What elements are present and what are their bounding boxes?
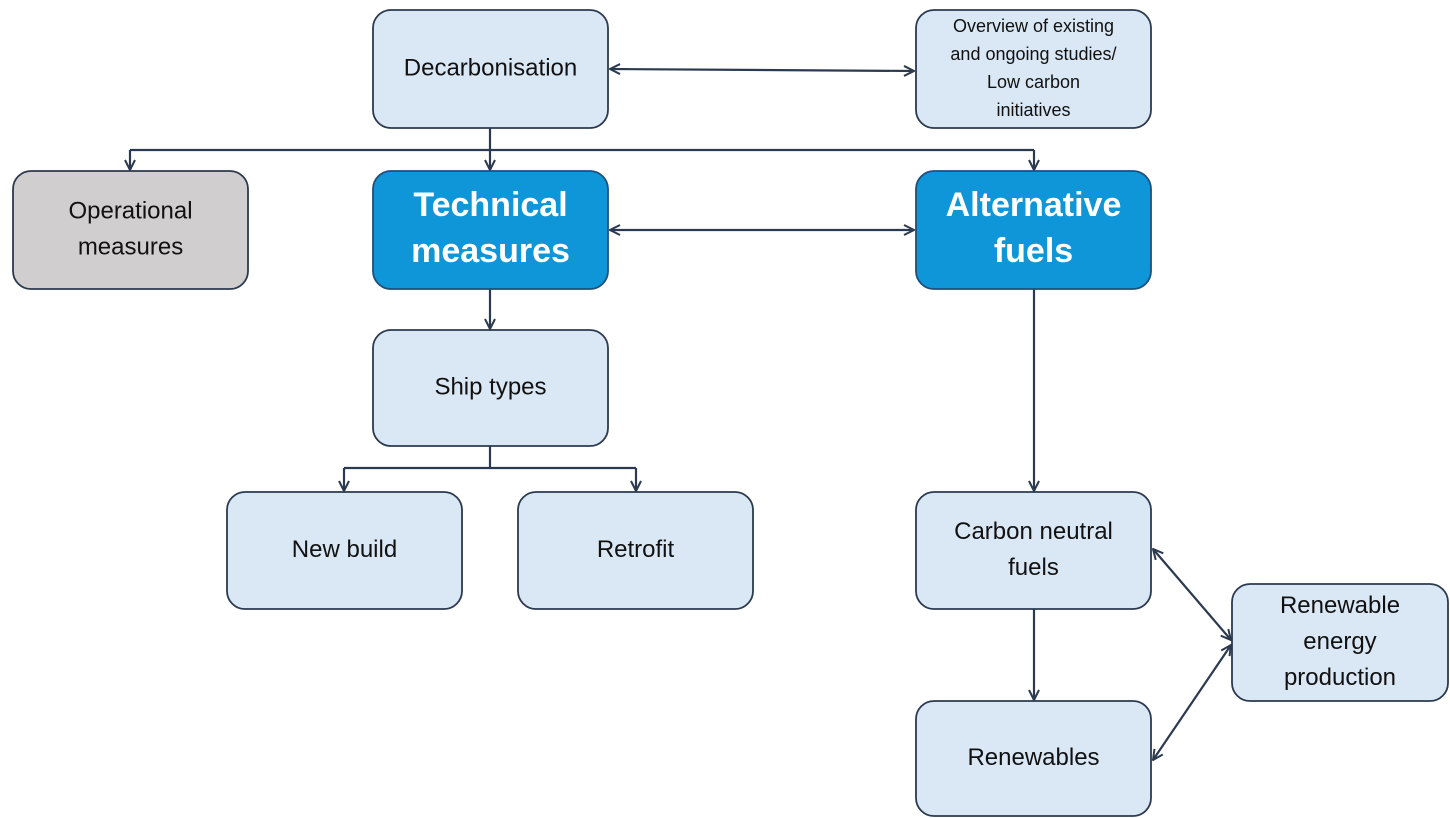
node-label: measures xyxy=(411,232,570,270)
node-box xyxy=(517,491,754,610)
node-label: Decarbonisation xyxy=(404,54,577,81)
node: New build xyxy=(226,491,463,610)
node: Renewable energy production xyxy=(1231,583,1449,702)
node-label: measures xyxy=(78,233,183,260)
nodes: Decarbonisation Overview of existing and o… xyxy=(12,9,1449,817)
node-label: Renewable xyxy=(1280,592,1400,619)
arrow xyxy=(610,69,914,71)
node-label: and ongoing studies/ xyxy=(950,44,1116,64)
node-label: initiatives xyxy=(996,100,1070,120)
node-label: fuels xyxy=(1008,554,1059,581)
node: Renewables xyxy=(915,700,1152,817)
node-box xyxy=(915,700,1152,817)
node-label: fuels xyxy=(994,232,1073,270)
node-box xyxy=(915,491,1152,610)
node-box xyxy=(226,491,463,610)
node: Alternative fuels xyxy=(915,170,1152,290)
node-box xyxy=(915,170,1152,290)
node: Technical measures xyxy=(372,170,609,290)
node-box xyxy=(1231,583,1449,702)
node-label: Renewables xyxy=(967,744,1099,771)
node: Operational measures xyxy=(12,170,249,290)
node-label: Operational xyxy=(68,197,192,224)
node-label: Overview of existing xyxy=(953,16,1114,36)
node-label: New build xyxy=(292,536,397,563)
node: Retrofit xyxy=(517,491,754,610)
node: Carbon neutral fuels xyxy=(915,491,1152,610)
node-box xyxy=(372,170,609,290)
node-label: Ship types xyxy=(434,373,546,400)
node-label: energy xyxy=(1303,628,1376,655)
connectors xyxy=(130,69,1231,760)
node-label: Alternative xyxy=(946,186,1122,224)
node-label: Technical xyxy=(413,186,567,224)
node: Ship types xyxy=(372,329,609,447)
node-box xyxy=(372,329,609,447)
arrow xyxy=(1153,645,1231,760)
arrow xyxy=(1153,549,1231,640)
node-label: Retrofit xyxy=(597,536,675,563)
node-box xyxy=(915,9,1152,129)
node: Decarbonisation xyxy=(372,9,609,129)
node-label: Carbon neutral xyxy=(954,518,1113,545)
node-box xyxy=(372,9,609,129)
node-label: Low carbon xyxy=(987,72,1080,92)
node-label: production xyxy=(1284,664,1396,691)
node-box xyxy=(12,170,249,290)
node: Overview of existing and ongoing studies/… xyxy=(915,9,1152,129)
